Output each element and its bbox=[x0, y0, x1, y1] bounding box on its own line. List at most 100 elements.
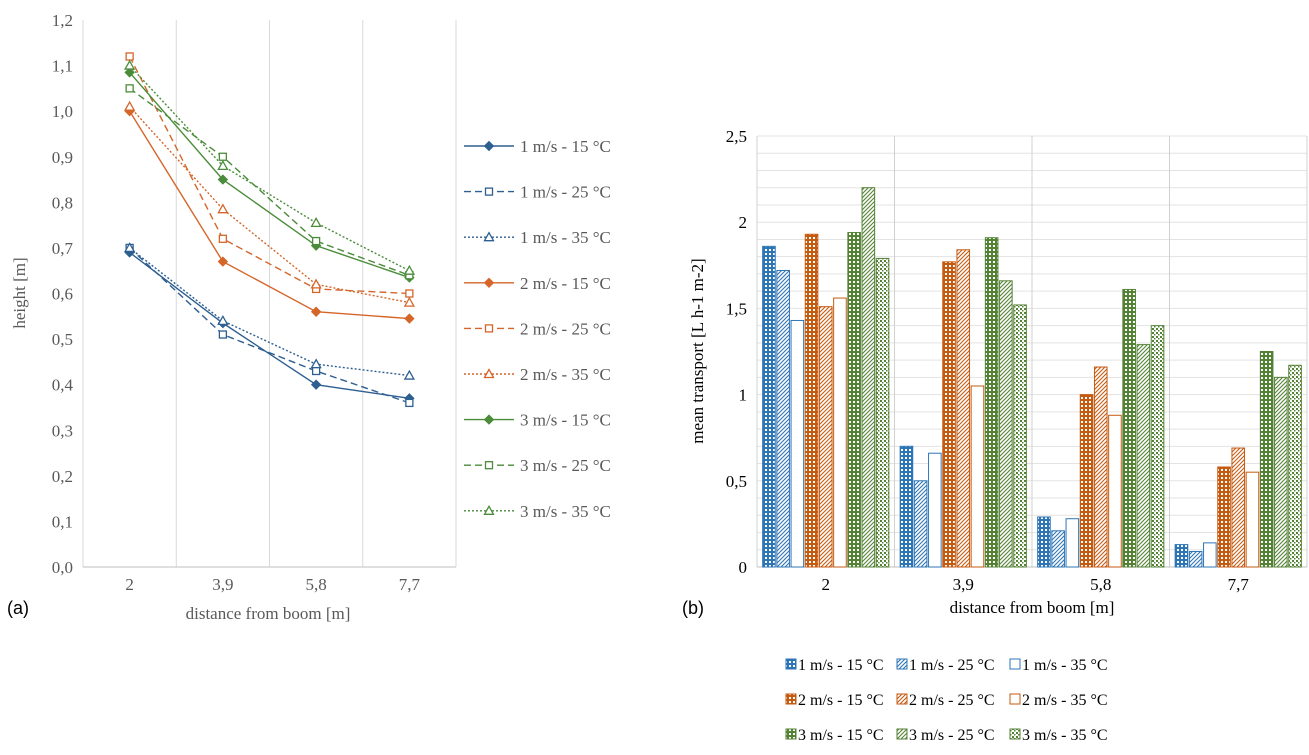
a-legend-swatch-marker bbox=[484, 187, 494, 196]
b-legend-label: 2 m/s - 25 °C bbox=[909, 692, 995, 709]
a-legend-item: 2 m/s - 35 °C bbox=[464, 365, 611, 384]
a-legend-swatch-marker bbox=[483, 414, 495, 425]
a-y-tick-label: 0,8 bbox=[52, 193, 73, 212]
a-series-2-m-s-15-c-point bbox=[404, 313, 415, 324]
a-series-2-m-s-25-c-line bbox=[129, 56, 410, 295]
a-legend-label: 1 m/s - 25 °C bbox=[520, 183, 611, 202]
a-series-1-m-s-25-c-point bbox=[405, 398, 414, 408]
a-series-2-m-s-35-c-point bbox=[403, 296, 415, 307]
b-legend-swatch bbox=[785, 658, 797, 670]
b-bar-3-m-s-15-c-7-7 bbox=[1259, 351, 1274, 568]
a-y-tick-label: 0,4 bbox=[52, 376, 74, 395]
a-y-tick-label: 0,0 bbox=[52, 558, 73, 577]
b-legend-swatch bbox=[896, 728, 908, 740]
a-series-3-m-s-25-c-line bbox=[129, 87, 410, 276]
b-bar-2-m-s-35-c-7-7 bbox=[1245, 471, 1260, 568]
a-series-2-m-s-15-c-line bbox=[129, 110, 410, 320]
a-legend-item: 1 m/s - 15 °C bbox=[464, 137, 611, 156]
b-bar-3-m-s-25-c-3-9 bbox=[999, 280, 1013, 568]
a-y-tick-label: 0,9 bbox=[52, 148, 73, 167]
b-legend-label: 1 m/s - 35 °C bbox=[1022, 657, 1108, 674]
b-bar-2-m-s-15-c-2 bbox=[804, 233, 819, 568]
b-y-tick-labels: 0 0,5 1 1,5 2 2,5 bbox=[726, 127, 747, 577]
a-series-2-m-s-35-c-point bbox=[124, 100, 136, 111]
b-y-tick-label: 2 bbox=[739, 213, 748, 232]
a-series-1-m-s-35-c-point bbox=[217, 315, 229, 325]
a-series-1-m-s-25-c-point bbox=[218, 330, 228, 339]
a-legend-label: 3 m/s - 35 °C bbox=[520, 502, 611, 521]
b-bar-2-m-s-15-c-7-7 bbox=[1217, 466, 1231, 568]
a-legend: 1 m/s - 15 °C 1 m/s - 25 °C 1 m/s - 35 °C 2… bbox=[464, 137, 611, 521]
b-bar-1-m-s-25-c-7-7 bbox=[1188, 550, 1203, 568]
a-y-tick-label: 0,1 bbox=[52, 512, 73, 531]
a-legend-label: 2 m/s - 35 °C bbox=[520, 365, 611, 384]
a-series-2-m-s-35-c bbox=[124, 100, 415, 307]
a-y-tick-label: 0,5 bbox=[52, 330, 73, 349]
b-bar-3-m-s-25-c-7-7 bbox=[1274, 376, 1288, 568]
b-legend-item: 3 m/s - 35 °C bbox=[1009, 727, 1108, 744]
a-series-lines bbox=[124, 52, 415, 408]
a-series-3-m-s-25-c-point bbox=[218, 152, 228, 161]
b-bar-2-m-s-35-c-5-8 bbox=[1108, 414, 1122, 568]
b-bar-2-m-s-25-c-2 bbox=[818, 306, 833, 568]
a-legend-item: 1 m/s - 35 °C bbox=[464, 228, 611, 247]
a-series-1-m-s-35-c-point bbox=[310, 358, 322, 369]
b-legend-label: 2 m/s - 35 °C bbox=[1022, 692, 1108, 709]
a-gridlines bbox=[82, 20, 457, 568]
b-legend-item: 2 m/s - 25 °C bbox=[896, 692, 995, 709]
b-x-tick-label: 5,8 bbox=[1090, 575, 1111, 594]
b-legend-item: 1 m/s - 15 °C bbox=[785, 657, 884, 674]
b-x-axis-label: distance from boom [m] bbox=[950, 598, 1115, 617]
a-legend-item: 3 m/s - 35 °C bbox=[464, 502, 611, 521]
b-bar-2-m-s-25-c-3-9 bbox=[956, 249, 971, 568]
b-legend-label: 3 m/s - 15 °C bbox=[798, 727, 884, 744]
a-legend-label: 3 m/s - 25 °C bbox=[520, 456, 611, 475]
b-legend-item: 1 m/s - 35 °C bbox=[1009, 657, 1108, 674]
b-y-tick-label: 1 bbox=[739, 386, 748, 405]
a-series-3-m-s-25-c-point bbox=[311, 236, 321, 246]
b-x-tick-labels: 2 3,9 5,8 7,7 bbox=[822, 575, 1250, 594]
a-series-3-m-s-35-c-point bbox=[217, 160, 229, 171]
b-bar-1-m-s-15-c-3-9 bbox=[899, 445, 914, 568]
b-legend-item: 2 m/s - 15 °C bbox=[785, 692, 884, 709]
b-bar-1-m-s-15-c-5-8 bbox=[1037, 516, 1051, 568]
a-legend-swatch-marker bbox=[483, 277, 495, 289]
bar-chart-mean-transport: 00,511,522,5 2 3,9 5,8 7,7 1 m/s - 15 °C 1 m… bbox=[682, 127, 1308, 744]
a-series-2-m-s-35-c-point bbox=[310, 278, 322, 289]
b-x-tick-label: 3,9 bbox=[953, 575, 974, 594]
b-legend-swatch bbox=[785, 728, 797, 740]
a-series-2-m-s-15-c-point bbox=[217, 256, 229, 267]
a-legend-label: 2 m/s - 25 °C bbox=[520, 319, 611, 338]
a-x-tick-label: 5,8 bbox=[306, 575, 327, 594]
a-legend-label: 1 m/s - 35 °C bbox=[520, 228, 611, 247]
b-legend-label: 1 m/s - 25 °C bbox=[909, 657, 995, 674]
b-legend-label: 2 m/s - 15 °C bbox=[798, 692, 884, 709]
b-bar-1-m-s-25-c-5-8 bbox=[1051, 530, 1065, 568]
a-series-3-m-s-35-c-point bbox=[310, 217, 322, 227]
a-x-tick-label: 7,7 bbox=[399, 575, 421, 594]
a-y-tick-label: 0,6 bbox=[52, 285, 73, 304]
b-bar-3-m-s-25-c-2 bbox=[861, 187, 876, 568]
b-bar-2-m-s-25-c-7-7 bbox=[1231, 447, 1246, 568]
a-legend-swatch-marker bbox=[484, 324, 494, 333]
a-series-2-m-s-25-c bbox=[125, 52, 414, 298]
a-series-1-m-s-35-c bbox=[124, 242, 415, 380]
a-series-3-m-s-15-c-point bbox=[217, 174, 229, 185]
b-y-tick-label: 0 bbox=[739, 558, 748, 577]
b-bar-3-m-s-35-c-7-7 bbox=[1288, 364, 1302, 568]
b-bar-1-m-s-25-c-2 bbox=[776, 269, 790, 568]
a-y-tick-label: 0,7 bbox=[52, 239, 74, 258]
a-x-tick-label: 2 bbox=[125, 575, 134, 594]
a-series-1-m-s-25-c-point bbox=[311, 366, 321, 376]
b-bar-1-m-s-15-c-2 bbox=[762, 245, 776, 568]
a-y-tick-label: 1,2 bbox=[52, 11, 73, 30]
a-legend-label: 3 m/s - 15 °C bbox=[520, 411, 611, 430]
b-y-tick-label: 1,5 bbox=[726, 299, 747, 318]
a-legend-swatch-marker bbox=[483, 504, 495, 515]
b-legend-swatch bbox=[896, 693, 908, 705]
b-bar-2-m-s-35-c-3-9 bbox=[970, 385, 985, 568]
b-bar-1-m-s-35-c-5-8 bbox=[1065, 518, 1080, 568]
a-legend-item: 1 m/s - 25 °C bbox=[464, 183, 611, 202]
a-series-2-m-s-15-c-point bbox=[310, 306, 322, 317]
a-series-1-m-s-15-c-point bbox=[310, 379, 322, 390]
